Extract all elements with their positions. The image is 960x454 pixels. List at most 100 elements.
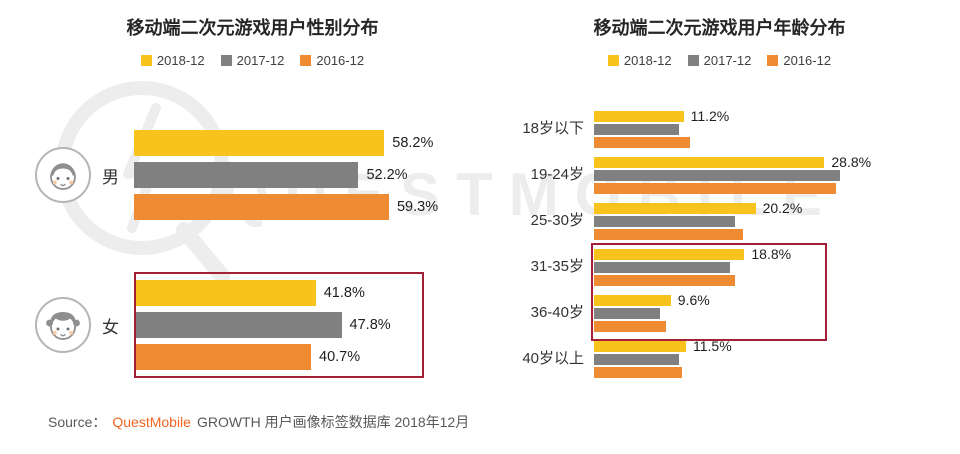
bar-2017-12 <box>594 123 679 135</box>
male-avatar-icon <box>34 146 92 204</box>
legend-item-2018-12: 2018-12 <box>140 53 205 68</box>
legend-swatch <box>767 55 779 66</box>
bar-2017-12 <box>594 353 679 365</box>
bar-group: 9.6% <box>594 292 710 332</box>
bar-row <box>594 182 871 194</box>
bar-row <box>594 353 732 365</box>
value-label: 11.2% <box>690 108 730 124</box>
gender-distribution-chart: 移动端二次元游戏用户性别分布 2018-12 2017-12 2016-12 男 58… <box>30 14 475 378</box>
bar-group: 28.8% <box>594 154 872 194</box>
legend-label: 2018-12 <box>623 53 672 68</box>
age-distribution-chart: 移动端二次元游戏用户年龄分布 2018-12 2017-12 2016-12 18岁… <box>492 14 947 386</box>
legend-swatch <box>607 55 619 66</box>
value-label: 47.8% <box>349 317 391 333</box>
bar-row: 52.2% <box>134 162 438 188</box>
bar-2017-12 <box>594 169 841 181</box>
bar-2016-12 <box>594 136 690 148</box>
legend-swatch <box>300 55 312 66</box>
bar-2017-12 <box>136 312 342 338</box>
bar-row: 40.7% <box>136 344 422 370</box>
legend-swatch <box>687 55 699 66</box>
value-label: 20.2% <box>762 200 803 216</box>
gender-row-male: 男 58.2% 52.2% 59.3% <box>34 130 475 220</box>
legend-item-2017-12: 2017-12 <box>220 53 284 68</box>
category-label: 31-35岁 <box>530 258 584 275</box>
bar-2017-12 <box>594 215 735 227</box>
gender-chart-legend: 2018-12 2017-12 2016-12 <box>30 53 475 68</box>
gender-chart-title: 移动端二次元游戏用户性别分布 <box>126 18 379 38</box>
bar-row: 58.2% <box>134 130 438 156</box>
bar-2016-12 <box>134 194 389 220</box>
bar-row: 9.6% <box>594 292 710 308</box>
age-row: 19-24岁 28.8% <box>492 154 947 194</box>
bar-row: 20.2% <box>594 200 803 216</box>
bar-group: 18.8% <box>594 246 792 286</box>
source-label: Source： <box>48 414 107 430</box>
source-brand: QuestMobile <box>112 414 191 430</box>
bar-row: 11.5% <box>594 338 732 354</box>
bar-row: 18.8% <box>594 246 792 262</box>
age-row: 18岁以下 11.2% <box>492 108 947 148</box>
bar-2018-12 <box>594 248 745 260</box>
legend-item-2016-12: 2016-12 <box>767 53 831 68</box>
legend-label: 2016-12 <box>783 53 832 68</box>
bar-2017-12 <box>594 261 730 273</box>
age-row: 25-30岁 20.2% <box>492 200 947 240</box>
gender-chart-plot: 男 58.2% 52.2% 59.3% 女 41.8% 47.8% 40.7% <box>30 130 475 378</box>
value-label: 59.3% <box>396 199 439 215</box>
category-label: 25-30岁 <box>530 212 584 229</box>
gender-row-female: 女 41.8% 47.8% 40.7% <box>34 272 475 378</box>
bar-2017-12 <box>134 162 359 188</box>
bar-2018-12 <box>594 294 671 306</box>
bar-2016-12 <box>594 366 682 378</box>
bar-row <box>594 307 710 319</box>
legend-swatch <box>140 55 152 66</box>
value-label: 18.8% <box>751 246 792 262</box>
bar-2016-12 <box>136 344 311 370</box>
value-label: 41.8% <box>323 285 365 301</box>
bar-group: 11.5% <box>594 338 732 378</box>
bar-2018-12 <box>594 110 684 122</box>
value-label: 28.8% <box>831 154 872 170</box>
category-label: 19-24岁 <box>530 166 584 183</box>
value-label: 58.2% <box>392 135 434 151</box>
category-label: 女 <box>102 317 119 337</box>
bar-row: 59.3% <box>134 194 438 220</box>
bar-2017-12 <box>594 307 660 319</box>
legend-label: 2016-12 <box>316 53 365 68</box>
source-note: Source： QuestMobile GROWTH 用户画像标签数据库 2018年… <box>48 412 475 432</box>
legend-swatch <box>220 55 232 66</box>
bar-row <box>594 366 732 378</box>
bar-2018-12 <box>594 340 686 352</box>
bar-group: 11.2% <box>594 108 730 148</box>
bar-2016-12 <box>594 274 735 286</box>
age-chart-legend: 2018-12 2017-12 2016-12 <box>492 53 947 68</box>
bar-row: 41.8% <box>136 280 422 306</box>
legend-item-2018-12: 2018-12 <box>607 53 672 68</box>
category-label: 36-40岁 <box>530 304 584 321</box>
bar-2018-12 <box>594 202 756 214</box>
value-label: 52.2% <box>366 167 408 183</box>
age-chart-title: 移动端二次元游戏用户年龄分布 <box>593 18 846 38</box>
bar-row: 47.8% <box>136 312 422 338</box>
value-label: 11.5% <box>693 338 732 354</box>
bar-row <box>594 274 791 286</box>
value-label: 9.6% <box>677 292 710 308</box>
bar-row <box>594 261 791 273</box>
bar-row <box>594 169 871 181</box>
bar-row <box>594 123 729 135</box>
source-text: GROWTH 用户画像标签数据库 2018年12月 <box>196 414 470 430</box>
legend-label: 2018-12 <box>156 53 205 68</box>
age-row: 31-35岁 18.8% <box>492 246 947 286</box>
highlight-box: 41.8% 47.8% 40.7% <box>134 272 424 378</box>
legend-item-2016-12: 2016-12 <box>300 53 364 68</box>
legend-item-2017-12: 2017-12 <box>687 53 751 68</box>
bar-2018-12 <box>134 130 385 156</box>
bar-group: 20.2% <box>594 200 803 240</box>
bar-2016-12 <box>594 320 666 332</box>
bar-row <box>594 320 710 332</box>
category-label: 18岁以下 <box>522 120 584 137</box>
category-label: 男 <box>102 167 119 187</box>
bar-2018-12 <box>136 280 316 306</box>
bar-row: 28.8% <box>594 154 872 170</box>
